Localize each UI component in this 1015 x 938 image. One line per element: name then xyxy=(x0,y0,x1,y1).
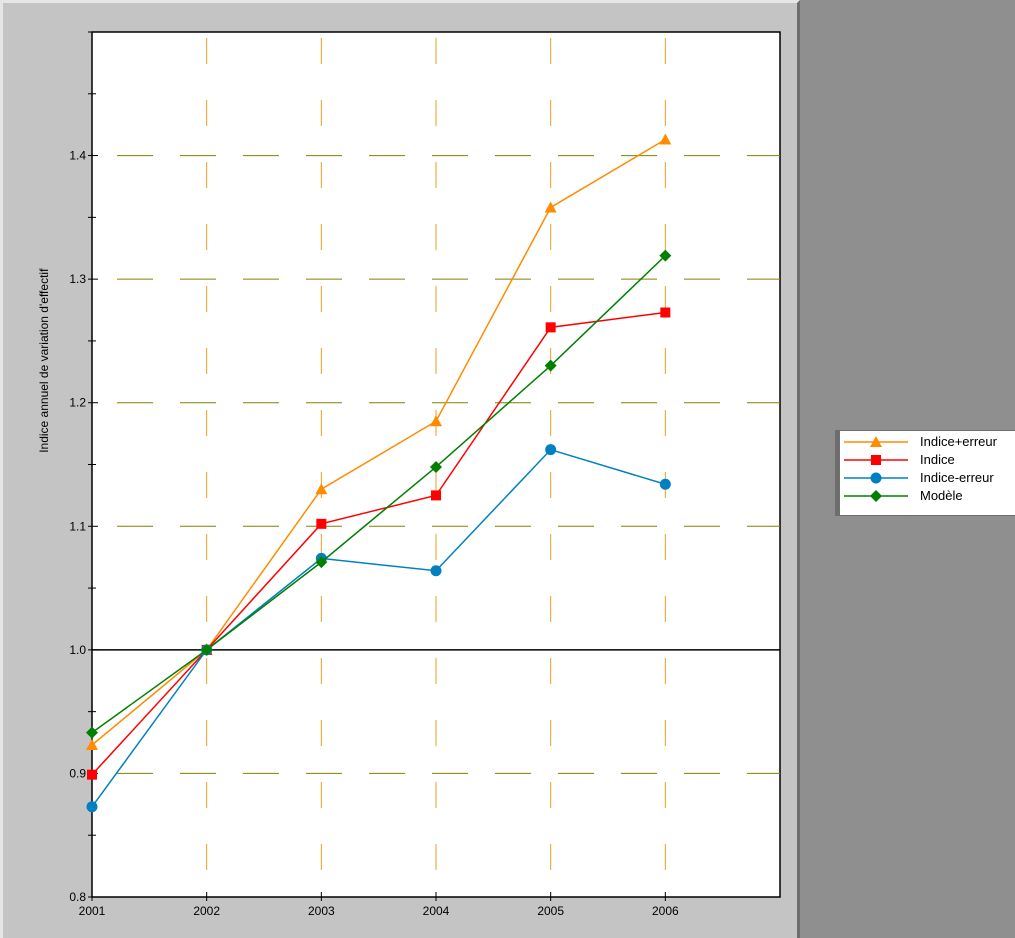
y-tick-label: 1.4 xyxy=(69,149,86,163)
data-point-indice-erreur xyxy=(659,478,671,490)
series-line-indice-erreur xyxy=(91,138,666,746)
data-point-mod-le xyxy=(430,460,442,473)
data-point-indice xyxy=(545,322,556,333)
legend-item-indice-erreur: Indice-erreur xyxy=(840,469,1015,487)
data-point-mod-le xyxy=(544,359,557,372)
y-tick-label: 0.8 xyxy=(69,890,86,904)
data-point-indice-erreur xyxy=(315,483,328,495)
series-line-indice xyxy=(91,311,666,776)
series-line-indice-erreur xyxy=(91,448,666,808)
legend-item-indice: Indice xyxy=(840,451,1015,469)
data-point-indice xyxy=(660,307,671,318)
data-point-indice-erreur xyxy=(86,801,98,813)
x-tick-label: 2005 xyxy=(537,904,564,918)
x-tick-label: 2001 xyxy=(79,904,106,918)
legend-label: Indice-erreur xyxy=(920,470,994,485)
y-tick-label: 0.9 xyxy=(69,766,86,780)
y-axis-label: Indice annuel de variation d'effectif xyxy=(37,268,51,453)
legend-swatch xyxy=(844,472,908,484)
legend-label: Indice+erreur xyxy=(920,434,997,449)
data-point-indice xyxy=(431,490,441,501)
line-chart: 0.8 0.9 1.0 1.1 1.2 1.3 1.4 2001 2002 2003 2004 200… xyxy=(37,31,781,918)
data-point-indice-erreur xyxy=(86,739,98,751)
data-point-mod-le xyxy=(200,643,213,656)
legend-label: Indice xyxy=(920,452,955,467)
data-point-indice-erreur xyxy=(430,415,442,427)
y-tick-label: 1.3 xyxy=(69,272,86,286)
x-tick-label: 2002 xyxy=(193,904,220,918)
legend-swatch xyxy=(844,455,908,465)
data-point-indice-erreur xyxy=(430,565,442,577)
data-point-mod-le xyxy=(86,726,98,739)
legend: Indice+erreur Indice Indice-erreur Modèle xyxy=(835,430,1015,516)
legend-item-mod-le: Modèle xyxy=(840,487,1015,505)
legend-swatch xyxy=(844,490,908,502)
legend-label: Modèle xyxy=(920,488,963,503)
x-tick-label: 2006 xyxy=(652,904,679,918)
data-point-mod-le xyxy=(315,556,328,569)
data-point-indice-erreur xyxy=(544,201,557,213)
legend-swatch xyxy=(844,436,908,447)
x-tick-label: 2004 xyxy=(423,904,450,918)
y-tick-label: 1.0 xyxy=(69,643,86,657)
series-line-mod-le xyxy=(91,255,666,734)
data-point-indice-erreur xyxy=(545,444,557,456)
data-point-mod-le xyxy=(659,249,672,262)
x-tick-label: 2003 xyxy=(308,904,335,918)
y-tick-label: 1.1 xyxy=(69,519,86,533)
legend-item-indice-erreur: Indice+erreur xyxy=(840,433,1015,451)
y-tick-label: 1.2 xyxy=(69,396,86,410)
data-point-indice xyxy=(87,769,97,780)
data-point-indice-erreur xyxy=(659,133,672,145)
data-point-indice xyxy=(316,518,327,529)
